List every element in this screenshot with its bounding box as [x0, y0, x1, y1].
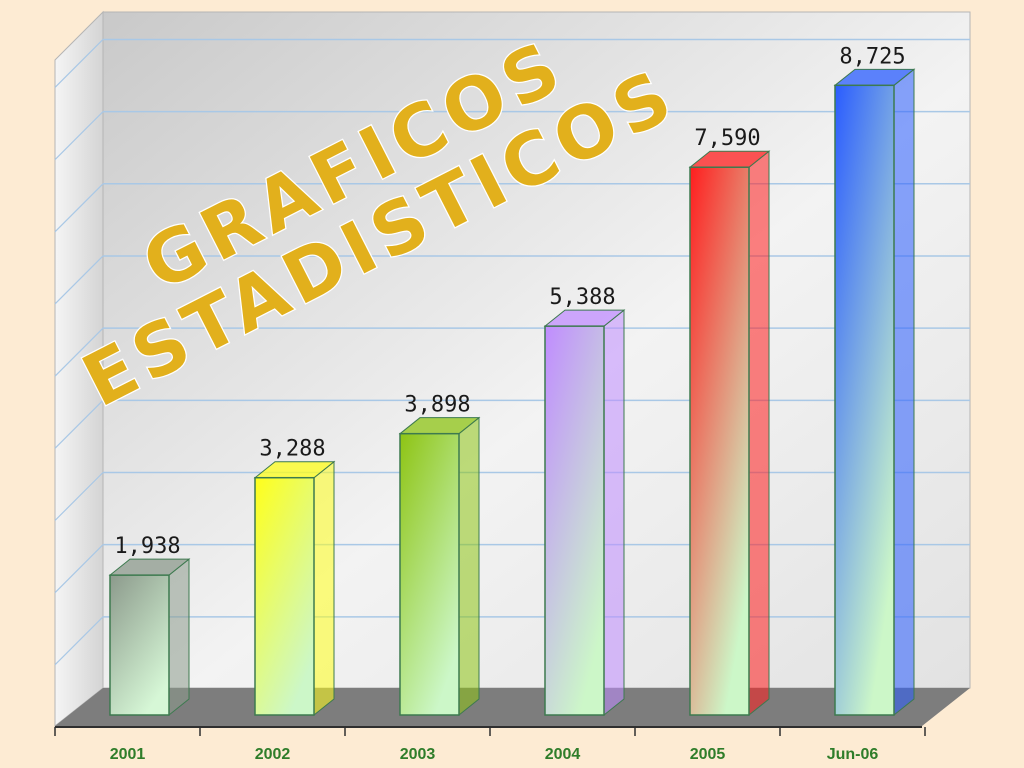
bar-front	[254, 476, 315, 716]
grid-line-side	[54, 183, 104, 233]
tick-label: Jun-06	[827, 746, 879, 763]
grid-lines	[54, 38, 970, 666]
data-label: 3,898	[404, 393, 470, 418]
bar-side	[748, 150, 770, 717]
tick-label: 2004	[545, 746, 581, 763]
bar-side	[458, 416, 480, 717]
grid-line-side	[54, 616, 104, 666]
bar-front	[109, 574, 170, 716]
tick-label: 2005	[690, 746, 726, 763]
tick-label: 2002	[255, 746, 291, 763]
tick-label: 2003	[400, 746, 436, 763]
chart-floor	[55, 688, 970, 726]
bar-2003	[398, 416, 481, 717]
grid-line-side	[54, 255, 104, 305]
bar-front	[834, 84, 895, 716]
bar-2005	[688, 150, 771, 717]
data-label: 3,288	[259, 437, 325, 462]
bar-side	[893, 68, 915, 717]
bar-2004	[543, 309, 626, 717]
grid-line-side	[54, 111, 104, 161]
bar-2001	[108, 558, 191, 717]
bar-front	[544, 325, 605, 716]
grid-line-side	[54, 544, 104, 594]
bar-side	[603, 309, 625, 717]
data-label: 7,590	[694, 126, 760, 151]
grid-line-side	[54, 39, 104, 88]
chart-frame	[54, 10, 971, 728]
bar-front	[399, 432, 460, 716]
bar-front	[689, 166, 750, 716]
back-wall	[102, 11, 971, 689]
data-label: 1,938	[114, 534, 180, 559]
x-axis-ticks: 2001 2002 2003 2004 2005 Jun-06	[54, 727, 926, 763]
grid-line-side	[54, 472, 104, 521]
grid-line-side	[54, 327, 104, 377]
bar-side	[313, 460, 335, 717]
data-label: 8,725	[839, 44, 905, 69]
bars: 1,938 3,288 3,898 5,388 7,590 8,725	[108, 44, 916, 717]
bar-2002	[253, 460, 336, 717]
grid-line-side	[54, 399, 104, 449]
bar-Jun-06	[833, 68, 916, 717]
bar-side	[168, 558, 190, 717]
data-label: 5,388	[549, 285, 615, 310]
tick-label: 2001	[110, 746, 146, 763]
